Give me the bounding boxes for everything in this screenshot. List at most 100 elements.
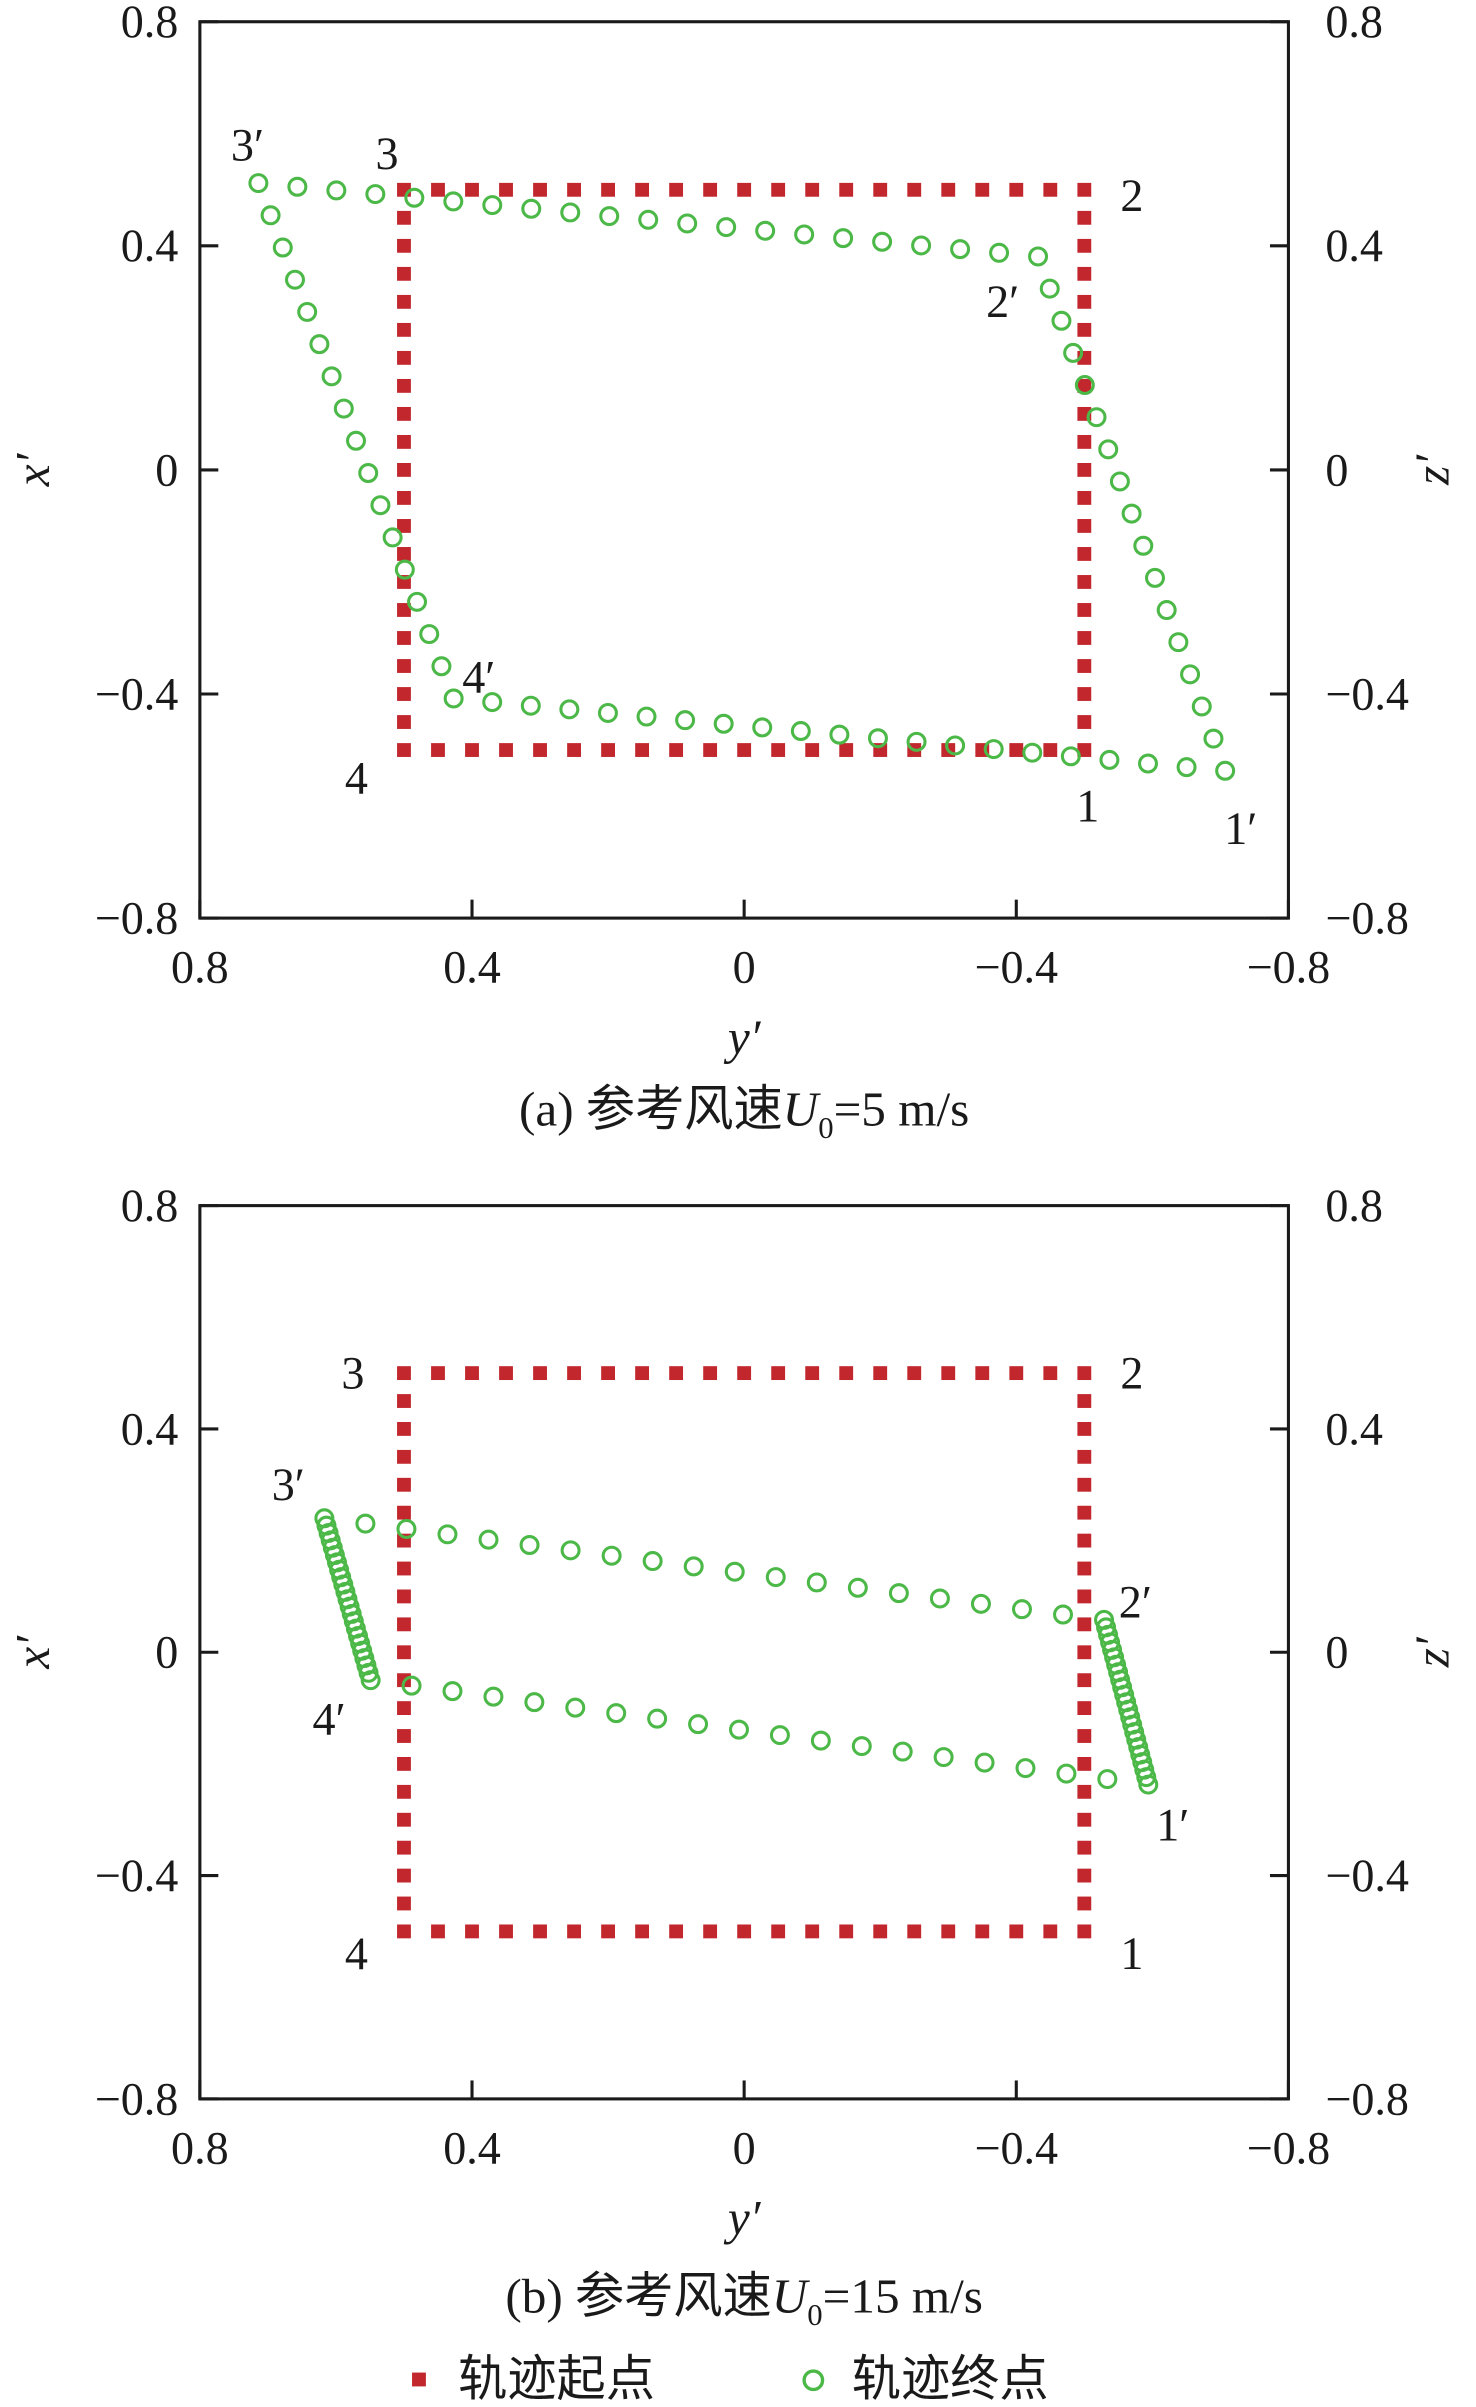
- start-point: [397, 406, 411, 421]
- start-point: [1077, 1784, 1092, 1799]
- start-point: [533, 1366, 547, 1381]
- start-point: [1077, 238, 1092, 253]
- end-point: [1060, 746, 1081, 767]
- end-point: [333, 398, 354, 419]
- end-point: [829, 724, 850, 745]
- corner-label: 4: [345, 752, 368, 803]
- start-point: [1077, 1422, 1092, 1436]
- end-point: [560, 1540, 581, 1561]
- start-point: [499, 182, 513, 197]
- end-point: [519, 1535, 540, 1555]
- end-point: [945, 735, 966, 756]
- end-point: [647, 1708, 668, 1729]
- start-point: [1077, 1645, 1092, 1660]
- end-point: [974, 1752, 995, 1773]
- end-point: [309, 334, 330, 355]
- end-point: [867, 728, 888, 749]
- end-point: [394, 559, 415, 580]
- start-point: [397, 1561, 411, 1576]
- end-point: [728, 1719, 749, 1740]
- start-point: [703, 1366, 718, 1381]
- end-point: [1215, 760, 1236, 781]
- y-right-tick-label: 0.8: [1325, 1180, 1383, 1231]
- end-point: [1138, 1774, 1159, 1795]
- start-point: [805, 1924, 820, 1939]
- end-point: [260, 205, 281, 226]
- start-point: [397, 1812, 411, 1827]
- start-point: [1077, 1394, 1092, 1408]
- start-point: [1009, 1924, 1024, 1939]
- start-point: [669, 1366, 684, 1381]
- end-point: [911, 235, 932, 256]
- y-tick-label: −0.8: [95, 2073, 179, 2124]
- start-point: [397, 1477, 411, 1492]
- start-point: [771, 1366, 786, 1381]
- y-tick-label: 0.8: [121, 1180, 179, 1231]
- start-point: [397, 631, 411, 645]
- y-right-tick-label: 0: [1325, 444, 1348, 495]
- end-point: [606, 1703, 627, 1724]
- start-point: [397, 1701, 411, 1716]
- start-point: [397, 743, 411, 757]
- y-tick-label: 0.4: [121, 1403, 179, 1454]
- end-point: [565, 1697, 586, 1718]
- end-point: [933, 1747, 954, 1768]
- x-tick-label: 0.4: [443, 2122, 501, 2173]
- end-point: [1053, 1604, 1074, 1625]
- end-point: [1144, 567, 1165, 588]
- start-point: [737, 743, 752, 757]
- end-point: [521, 198, 542, 219]
- start-point: [1077, 378, 1092, 393]
- start-point: [1077, 575, 1092, 589]
- end-point: [833, 228, 854, 249]
- y-tick-label: 0.4: [121, 220, 179, 271]
- end-point: [1086, 407, 1107, 428]
- end-point: [297, 301, 318, 322]
- start-point: [397, 715, 411, 729]
- legend-start-marker: [412, 2372, 426, 2387]
- start-point: [397, 1924, 411, 1939]
- start-point: [397, 1896, 411, 1911]
- corner-label: 4: [345, 1928, 368, 1979]
- end-point: [437, 1524, 458, 1545]
- start-point: [397, 1784, 411, 1799]
- end-point: [810, 1730, 831, 1751]
- start-point: [907, 1924, 922, 1939]
- start-point: [1009, 743, 1024, 757]
- start-point: [1077, 1673, 1092, 1688]
- x-axis-label: y′: [723, 1009, 762, 1064]
- end-point: [287, 176, 308, 197]
- end-point: [482, 195, 503, 216]
- end-point: [642, 1551, 663, 1572]
- end-point: [724, 1561, 745, 1582]
- y-axis-label: x′: [5, 1635, 60, 1670]
- start-point: [635, 743, 650, 757]
- end-point: [752, 717, 773, 738]
- start-point: [397, 322, 411, 337]
- end-point: [683, 1556, 704, 1577]
- x-tick-label: −0.4: [974, 2122, 1058, 2173]
- end-point: [1022, 742, 1043, 763]
- start-point: [635, 1924, 650, 1939]
- start-point: [465, 182, 479, 197]
- legend-start-label: 轨迹起点: [458, 2352, 655, 2402]
- corner-label: 3′: [272, 1459, 305, 1510]
- end-point: [970, 1593, 991, 1614]
- start-point: [397, 687, 411, 701]
- end-point: [769, 1725, 790, 1746]
- y-tick-label: 0.8: [121, 0, 179, 47]
- start-point: [1077, 1449, 1092, 1464]
- legend: 轨迹起点 轨迹终点: [412, 2352, 1049, 2407]
- end-point: [688, 1714, 709, 1735]
- y-right-axis-label: z′: [1404, 454, 1459, 486]
- start-point: [1077, 1477, 1092, 1492]
- y-right-tick-label: −0.4: [1325, 1850, 1409, 1901]
- start-point: [567, 1366, 581, 1381]
- start-point: [601, 1366, 615, 1381]
- start-point: [1009, 1366, 1024, 1381]
- start-point: [397, 1645, 411, 1660]
- corner-label: 4′: [462, 652, 495, 703]
- start-point: [397, 1394, 411, 1408]
- end-point: [599, 206, 620, 227]
- end-point: [559, 699, 580, 720]
